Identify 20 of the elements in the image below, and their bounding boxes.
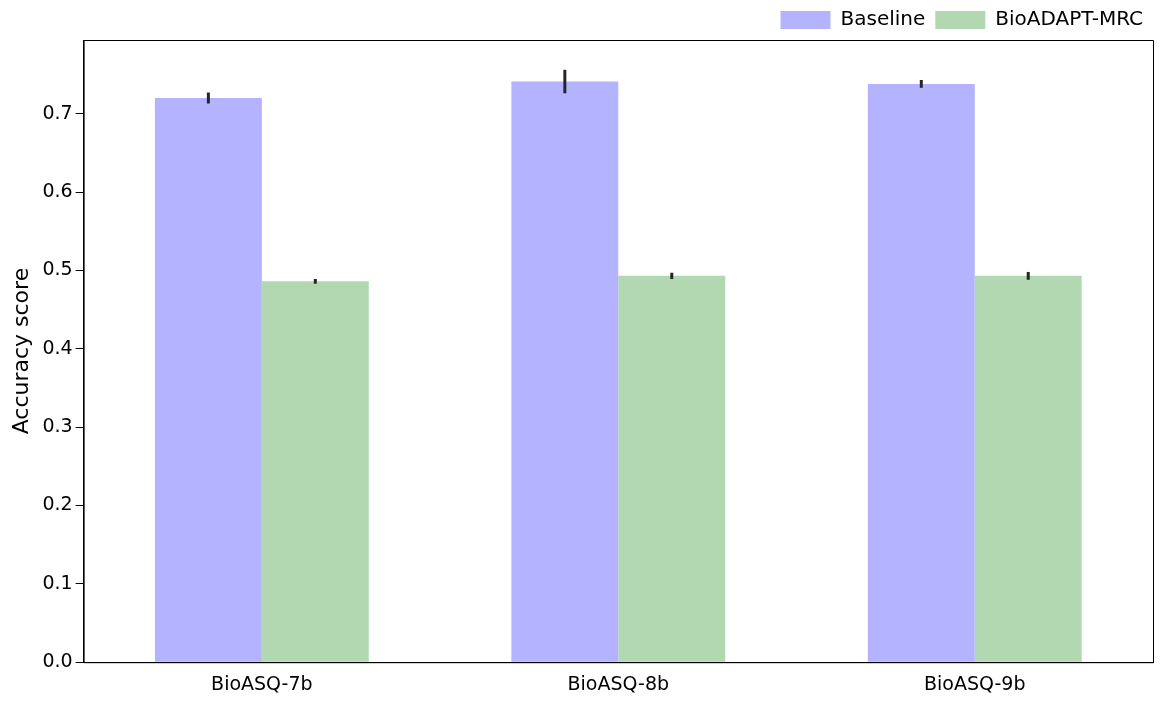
bar	[974, 275, 1082, 662]
legend-label: Baseline	[840, 6, 926, 31]
y-tick-label: 0.4	[42, 335, 73, 358]
x-tick-label: BioASQ-7b	[211, 671, 313, 694]
x-tick-label: BioASQ-8b	[567, 671, 670, 694]
bar	[511, 81, 619, 662]
x-tick-label: BioASQ-9b	[924, 671, 1026, 694]
y-tick-label: 0.6	[42, 178, 73, 201]
y-axis-title: Accuracy score	[7, 267, 33, 435]
legend-label: BioADAPT-MRC	[995, 6, 1144, 31]
y-tick-label: 0.7	[42, 100, 73, 123]
bar	[154, 97, 262, 662]
bar	[261, 281, 369, 662]
bar	[867, 83, 975, 662]
bar	[618, 275, 726, 662]
y-tick-label: 0.5	[42, 257, 73, 280]
y-tick-label: 0.1	[42, 570, 73, 593]
y-tick-label: 0.2	[42, 492, 73, 515]
y-tick-label: 0.3	[42, 414, 73, 437]
y-tick-label: 0.0	[42, 649, 73, 672]
